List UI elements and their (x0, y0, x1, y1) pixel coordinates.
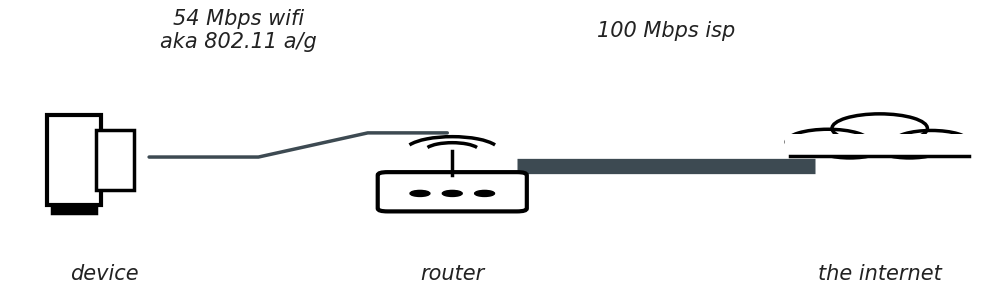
Circle shape (894, 130, 969, 153)
Text: the internet: the internet (818, 264, 941, 284)
Text: 100 Mbps isp: 100 Mbps isp (596, 21, 736, 41)
Circle shape (832, 114, 927, 143)
FancyBboxPatch shape (378, 172, 527, 211)
FancyBboxPatch shape (47, 115, 101, 205)
Text: 54 Mbps wifi
aka 802.11 a/g: 54 Mbps wifi aka 802.11 a/g (160, 9, 317, 52)
FancyBboxPatch shape (785, 134, 974, 156)
Circle shape (410, 191, 429, 197)
Circle shape (877, 138, 942, 158)
Circle shape (475, 191, 495, 197)
FancyBboxPatch shape (52, 205, 96, 213)
Text: device: device (70, 264, 139, 284)
Circle shape (817, 138, 883, 158)
FancyBboxPatch shape (96, 130, 134, 190)
Text: router: router (420, 264, 484, 284)
Circle shape (786, 129, 870, 155)
Circle shape (442, 191, 462, 197)
